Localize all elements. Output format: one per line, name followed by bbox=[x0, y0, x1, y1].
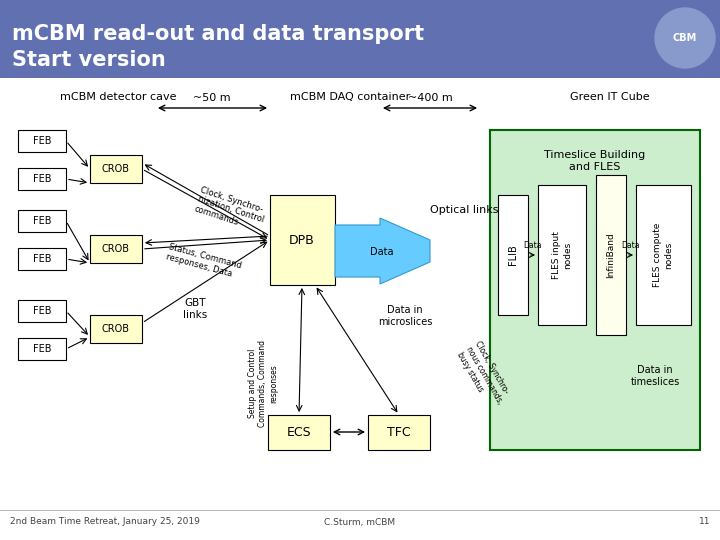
Text: Green IT Cube: Green IT Cube bbox=[570, 92, 649, 102]
FancyBboxPatch shape bbox=[270, 195, 335, 285]
Text: C.Sturm, mCBM: C.Sturm, mCBM bbox=[325, 517, 395, 526]
Text: Data: Data bbox=[370, 247, 394, 257]
Text: Timeslice Building
and FLES: Timeslice Building and FLES bbox=[544, 150, 646, 172]
Text: FEB: FEB bbox=[32, 254, 51, 264]
Text: FLES input
nodes: FLES input nodes bbox=[552, 231, 572, 279]
Text: ~400 m: ~400 m bbox=[408, 93, 452, 103]
Text: DPB: DPB bbox=[289, 233, 315, 246]
FancyBboxPatch shape bbox=[18, 168, 66, 190]
Text: FEB: FEB bbox=[32, 306, 51, 316]
Text: CROB: CROB bbox=[102, 244, 130, 254]
Text: Clock, Synchro-
nous commands,
busy status: Clock, Synchro- nous commands, busy stat… bbox=[455, 340, 513, 411]
Text: FEB: FEB bbox=[32, 344, 51, 354]
FancyBboxPatch shape bbox=[18, 338, 66, 360]
Polygon shape bbox=[335, 218, 430, 284]
Text: TFC: TFC bbox=[387, 426, 411, 438]
FancyBboxPatch shape bbox=[18, 300, 66, 322]
Text: CBM: CBM bbox=[673, 33, 697, 43]
Text: ~50 m: ~50 m bbox=[193, 93, 231, 103]
FancyBboxPatch shape bbox=[538, 185, 586, 325]
FancyBboxPatch shape bbox=[90, 235, 142, 263]
Text: CROB: CROB bbox=[102, 324, 130, 334]
Text: 11: 11 bbox=[698, 517, 710, 526]
Text: Data in
microslices: Data in microslices bbox=[378, 305, 432, 327]
Text: CROB: CROB bbox=[102, 164, 130, 174]
Text: ECS: ECS bbox=[287, 426, 311, 438]
Text: 2nd Beam Time Retreat, January 25, 2019: 2nd Beam Time Retreat, January 25, 2019 bbox=[10, 517, 200, 526]
Text: FLIB: FLIB bbox=[508, 245, 518, 265]
FancyBboxPatch shape bbox=[90, 155, 142, 183]
Circle shape bbox=[655, 8, 715, 68]
Text: mCBM read-out and data transport: mCBM read-out and data transport bbox=[12, 24, 424, 44]
Text: FEB: FEB bbox=[32, 136, 51, 146]
FancyBboxPatch shape bbox=[90, 315, 142, 343]
Text: Data in
timeslices: Data in timeslices bbox=[631, 365, 680, 387]
Text: Setup and Control
Commands, Command
responses: Setup and Control Commands, Command resp… bbox=[248, 340, 278, 427]
Text: InfiniBand: InfiniBand bbox=[606, 232, 616, 278]
FancyBboxPatch shape bbox=[18, 248, 66, 270]
Text: FEB: FEB bbox=[32, 174, 51, 184]
FancyBboxPatch shape bbox=[498, 195, 528, 315]
FancyBboxPatch shape bbox=[268, 415, 330, 450]
Text: FLES compute
nodes: FLES compute nodes bbox=[653, 223, 672, 287]
FancyBboxPatch shape bbox=[18, 130, 66, 152]
FancyBboxPatch shape bbox=[490, 130, 700, 450]
Text: GBT
links: GBT links bbox=[183, 298, 207, 320]
Text: FEB: FEB bbox=[32, 216, 51, 226]
FancyBboxPatch shape bbox=[368, 415, 430, 450]
Text: Status, Command
responses, Data: Status, Command responses, Data bbox=[165, 242, 243, 280]
FancyBboxPatch shape bbox=[0, 0, 720, 78]
Text: Start version: Start version bbox=[12, 50, 166, 70]
Text: Optical links: Optical links bbox=[430, 205, 498, 215]
FancyBboxPatch shape bbox=[596, 175, 626, 335]
FancyBboxPatch shape bbox=[636, 185, 691, 325]
Text: Data: Data bbox=[523, 241, 542, 250]
Text: Clock, Synchro-
nization, Control
commands: Clock, Synchro- nization, Control comman… bbox=[193, 185, 268, 235]
Text: mCBM DAQ container: mCBM DAQ container bbox=[290, 92, 410, 102]
Text: mCBM detector cave: mCBM detector cave bbox=[60, 92, 176, 102]
Text: Data: Data bbox=[622, 241, 640, 250]
FancyBboxPatch shape bbox=[18, 210, 66, 232]
